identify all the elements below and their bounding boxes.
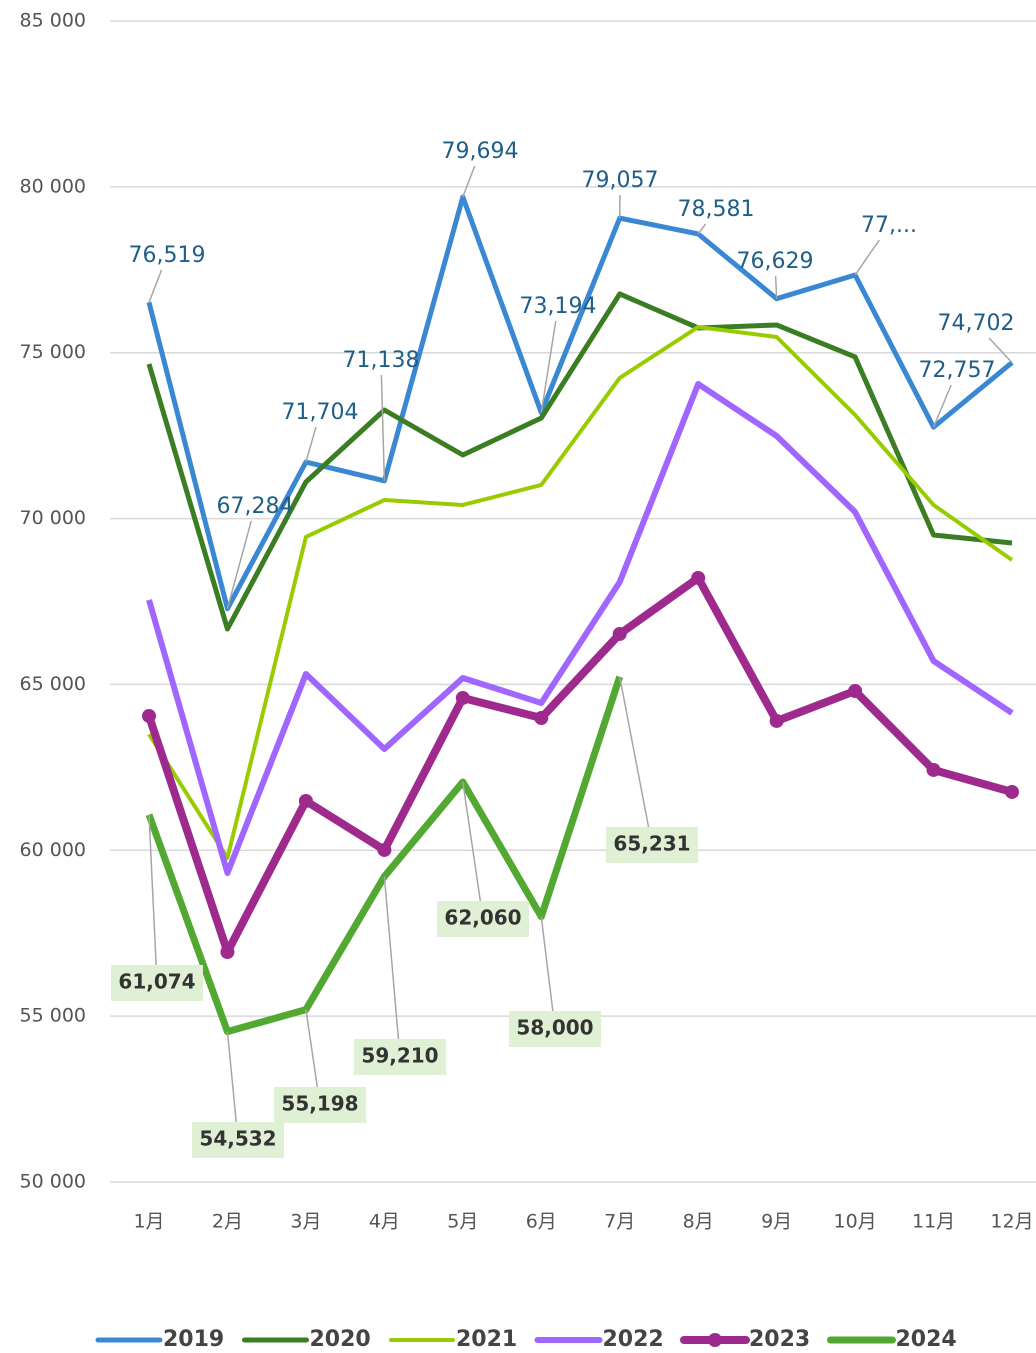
x-tick-label: 3月 [290,1211,321,1233]
point-marker [926,762,941,777]
data-label: 67,284 [217,494,294,519]
legend-label: 2024 [896,1327,957,1352]
x-tick-label: 11月 [912,1211,955,1233]
leader-line [988,337,1013,364]
point-marker [534,710,549,725]
point-marker [691,570,706,585]
leader-line [148,814,157,966]
x-tick-label: 8月 [683,1211,714,1233]
y-tick-label: 55 000 [20,1005,86,1027]
point-marker [769,713,784,728]
leader-line [540,320,557,413]
legend-label: 2019 [163,1327,224,1352]
label-box [437,901,529,937]
legend-label: 2021 [456,1327,517,1352]
label-box [192,1122,284,1158]
point-marker [298,793,313,808]
x-tick-label: 10月 [833,1211,876,1233]
y-tick-label: 80 000 [20,175,86,197]
data-label: 58,000 [516,1016,593,1040]
x-tick-label: 12月 [990,1211,1033,1233]
label-box [509,1011,601,1047]
series-line [146,291,1013,632]
leader-line [932,384,952,428]
x-tick-label: 7月 [604,1211,635,1233]
legend-item: 2021 [389,1327,517,1352]
x-tick-label: 1月 [133,1211,164,1233]
label-box [111,965,203,1001]
y-tick-label: 75 000 [20,341,86,363]
y-tick-label: 70 000 [20,507,86,529]
data-label: 77,... [861,213,917,238]
data-label: 79,694 [442,139,519,164]
legend-item: 2024 [827,1327,957,1352]
data-label: 73,194 [520,294,597,319]
data-label: 71,138 [343,348,420,373]
data-label: 79,057 [582,168,659,193]
point-marker [1005,784,1019,799]
legend-item: 2020 [242,1327,371,1352]
leader-line [462,781,482,902]
x-tick-label: 2月 [212,1211,243,1233]
leader-line [774,275,778,299]
data-label: 78,581 [678,197,755,222]
data-label: 76,629 [737,249,814,274]
data-label: 55,198 [281,1092,358,1116]
point-marker [612,626,627,641]
x-tick-label: 9月 [761,1211,792,1233]
x-tick-label: 5月 [447,1211,478,1233]
label-box [274,1087,366,1123]
data-label: 74,702 [938,311,1015,336]
leader-line [540,916,554,1012]
leader-line [462,165,476,198]
y-tick-label: 60 000 [20,839,86,861]
leader-line [226,520,252,609]
leader-line [854,239,880,276]
legend-item: 2019 [95,1327,224,1352]
point-marker [377,842,392,857]
data-label: 76,519 [129,243,206,268]
leader-line [148,269,163,303]
point-marker [142,708,156,723]
leader-line [305,1009,319,1088]
series-line [146,380,1014,876]
data-label: 71,704 [282,400,359,425]
point-marker [848,683,863,698]
legend-item: 2023 [680,1327,810,1352]
y-tick-label: 50 000 [20,1171,86,1193]
data-label: 59,210 [361,1044,438,1068]
label-box [354,1039,446,1075]
leader-line [618,676,650,828]
legend-item: 2022 [534,1327,664,1352]
point-marker [220,944,235,959]
legend-label: 2020 [310,1327,371,1352]
label-box [606,827,698,863]
x-tick-label: 4月 [369,1211,400,1233]
data-label: 61,074 [118,970,195,994]
series-line [147,324,1014,860]
x-tick-label: 6月 [526,1211,557,1233]
legend-label: 2023 [749,1327,810,1352]
legend-marker [708,1333,722,1347]
y-tick-label: 85 000 [20,10,86,32]
series-line [145,573,1014,956]
data-label: 54,532 [199,1127,276,1151]
leader-line [226,1031,237,1123]
series-line [146,194,1014,612]
leader-line [383,876,400,1040]
point-marker [455,690,470,705]
y-tick-label: 65 000 [20,673,86,695]
leader-line [697,223,707,235]
data-label: 65,231 [613,832,690,856]
legend-label: 2022 [603,1327,664,1352]
data-label: 72,757 [919,358,996,383]
data-label: 62,060 [444,906,521,930]
leader-line [305,426,317,463]
leader-line [380,374,386,481]
